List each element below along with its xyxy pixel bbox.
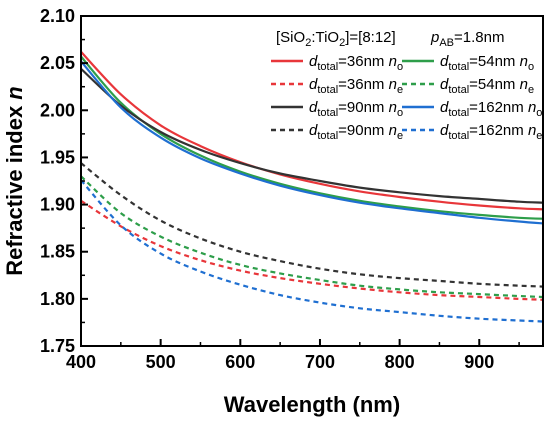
series-line-0	[81, 51, 543, 211]
series-line-4	[81, 67, 543, 204]
x-tick-label: 900	[464, 352, 494, 372]
x-tick-label: 500	[146, 352, 176, 372]
y-tick-label: 1.75	[40, 336, 75, 356]
y-tick-label: 1.85	[40, 242, 75, 262]
legend-label-4: dtotal=90nm no	[309, 99, 403, 119]
y-tick-label: 1.95	[40, 147, 75, 167]
plot-layer	[81, 51, 543, 323]
series-line-5	[81, 60, 543, 225]
series-line-3	[81, 175, 543, 299]
series-line-6	[81, 162, 543, 288]
y-tick-label: 2.10	[40, 6, 75, 26]
legend-label-1: dtotal=54nm no	[440, 53, 534, 73]
series-line-7	[81, 179, 543, 323]
legend-label-5: dtotal=162nm no	[440, 99, 542, 119]
y-axis-title-text: Refractive index	[2, 100, 27, 276]
legend-label-7: dtotal=162nm ne	[440, 122, 542, 142]
legend-label-0: dtotal=36nm no	[309, 53, 403, 73]
x-tick-label: 600	[225, 352, 255, 372]
y-tick-label: 1.90	[40, 195, 75, 215]
legend: dtotal=36nm no dtotal=54nm no dtotal=36nm …	[271, 53, 542, 142]
composition-header: [SiO2:TiO2]=[8:12]	[276, 29, 396, 49]
x-tick-label: 700	[305, 352, 335, 372]
series-line-1	[81, 55, 543, 220]
pab-header: pAB=1.8nm	[430, 29, 504, 49]
axis-layer: 400 500 600 700 800 900 1.75 1.80 1.85 1.90 1.95 2.…	[40, 6, 520, 372]
x-tick-label: 400	[66, 352, 96, 372]
series-line-2	[81, 199, 543, 301]
x-tick-label: 800	[385, 352, 415, 372]
x-axis-title: Wavelength (nm)	[224, 392, 400, 417]
y-axis-title: Refractive index n	[2, 86, 27, 276]
y-tick-label: 2.05	[40, 53, 75, 73]
y-tick-label: 2.00	[40, 100, 75, 120]
legend-label-6: dtotal=90nm ne	[309, 122, 403, 142]
y-axis-title-var: n	[2, 86, 27, 99]
legend-label-2: dtotal=36nm ne	[309, 76, 403, 96]
y-tick-label: 1.80	[40, 289, 75, 309]
legend-label-3: dtotal=54nm ne	[440, 76, 534, 96]
